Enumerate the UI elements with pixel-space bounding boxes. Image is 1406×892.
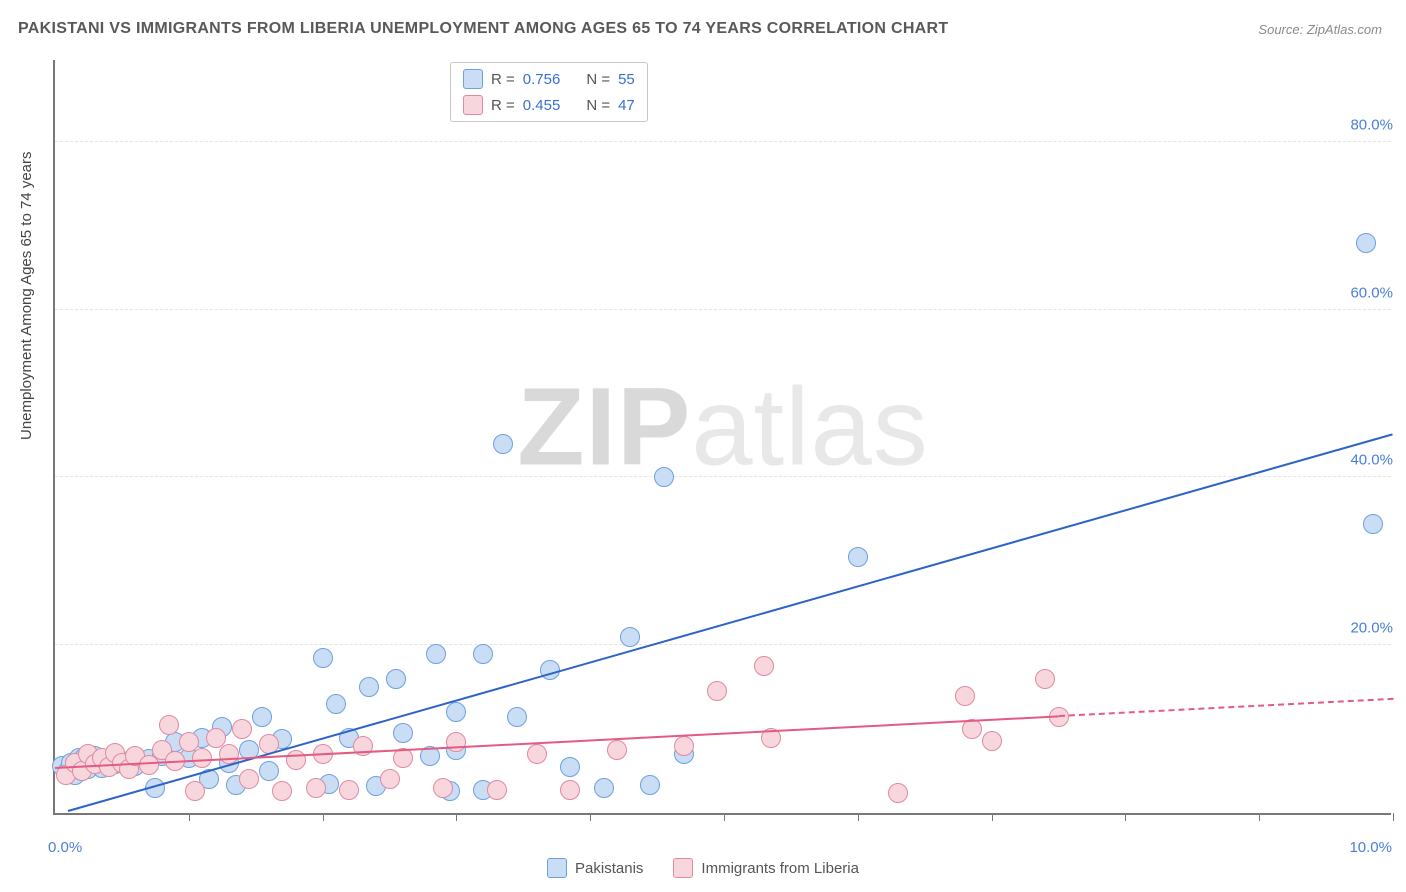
- r-value: 0.756: [523, 71, 561, 88]
- data-point: [955, 686, 975, 706]
- data-point: [560, 757, 580, 777]
- r-value: 0.455: [523, 97, 561, 114]
- x-tick-mark: [724, 813, 725, 821]
- data-point: [607, 740, 627, 760]
- x-tick-mark: [323, 813, 324, 821]
- gridline: [55, 476, 1391, 477]
- data-point: [848, 547, 868, 567]
- data-point: [487, 780, 507, 800]
- source-attribution: Source: ZipAtlas.com: [1258, 22, 1382, 37]
- data-point: [640, 775, 660, 795]
- legend-swatch: [673, 858, 693, 878]
- data-point: [259, 761, 279, 781]
- data-point: [754, 656, 774, 676]
- r-label: R =: [491, 97, 515, 114]
- series-legend: Pakistanis Immigrants from Liberia: [0, 858, 1406, 878]
- data-point: [888, 783, 908, 803]
- data-point: [1356, 233, 1376, 253]
- legend-swatch: [463, 69, 483, 89]
- data-point: [339, 780, 359, 800]
- chart-title: PAKISTANI VS IMMIGRANTS FROM LIBERIA UNE…: [18, 20, 948, 38]
- r-label: R =: [491, 71, 515, 88]
- data-point: [386, 669, 406, 689]
- legend-item: Pakistanis: [547, 858, 643, 878]
- data-point: [446, 702, 466, 722]
- legend-label: Pakistanis: [575, 860, 643, 877]
- data-point: [1363, 514, 1383, 534]
- data-point: [674, 736, 694, 756]
- data-point: [206, 728, 226, 748]
- watermark-light: atlas: [691, 365, 928, 488]
- source-label: Source:: [1258, 22, 1303, 37]
- x-tick-mark: [189, 813, 190, 821]
- source-value: ZipAtlas.com: [1307, 22, 1382, 37]
- n-value: 47: [618, 97, 635, 114]
- data-point: [433, 778, 453, 798]
- x-tick-mark: [992, 813, 993, 821]
- gridline: [55, 309, 1391, 310]
- y-tick-label: 60.0%: [1346, 284, 1393, 301]
- data-point: [286, 750, 306, 770]
- x-tick-label: 10.0%: [1349, 839, 1392, 856]
- x-tick-label: 0.0%: [48, 839, 82, 856]
- y-tick-label: 80.0%: [1346, 116, 1393, 133]
- data-point: [393, 748, 413, 768]
- data-point: [982, 731, 1002, 751]
- n-value: 55: [618, 71, 635, 88]
- x-tick-mark: [456, 813, 457, 821]
- x-tick-mark: [1125, 813, 1126, 821]
- data-point: [620, 627, 640, 647]
- watermark: ZIPatlas: [517, 363, 928, 490]
- data-point: [252, 707, 272, 727]
- gridline: [55, 141, 1391, 142]
- x-tick-mark: [1393, 813, 1394, 821]
- data-point: [426, 644, 446, 664]
- data-point: [393, 723, 413, 743]
- data-point: [560, 780, 580, 800]
- legend-label: Immigrants from Liberia: [701, 860, 859, 877]
- chart-container: PAKISTANI VS IMMIGRANTS FROM LIBERIA UNE…: [0, 0, 1406, 892]
- data-point: [527, 744, 547, 764]
- x-tick-mark: [858, 813, 859, 821]
- trend-line: [1058, 698, 1393, 717]
- data-point: [473, 644, 493, 664]
- data-point: [1035, 669, 1055, 689]
- n-label: N =: [586, 97, 610, 114]
- data-point: [185, 781, 205, 801]
- y-tick-label: 40.0%: [1346, 452, 1393, 469]
- data-point: [179, 732, 199, 752]
- data-point: [594, 778, 614, 798]
- data-point: [380, 769, 400, 789]
- y-tick-label: 20.0%: [1346, 620, 1393, 637]
- data-point: [313, 648, 333, 668]
- plot-area: ZIPatlas 20.0% 40.0% 60.0% 80.0%: [53, 60, 1391, 815]
- data-point: [159, 715, 179, 735]
- data-point: [326, 694, 346, 714]
- data-point: [493, 434, 513, 454]
- legend-swatch: [463, 95, 483, 115]
- data-point: [359, 677, 379, 697]
- data-point: [654, 467, 674, 487]
- data-point: [272, 781, 292, 801]
- y-axis-label: Unemployment Among Ages 65 to 74 years: [18, 151, 35, 440]
- data-point: [306, 778, 326, 798]
- legend-row: R = 0.756 N = 55: [463, 69, 635, 89]
- data-point: [239, 769, 259, 789]
- legend-item: Immigrants from Liberia: [673, 858, 859, 878]
- x-tick-mark: [1259, 813, 1260, 821]
- x-tick-mark: [590, 813, 591, 821]
- n-label: N =: [586, 71, 610, 88]
- data-point: [707, 681, 727, 701]
- data-point: [507, 707, 527, 727]
- correlation-legend: R = 0.756 N = 55 R = 0.455 N = 47: [450, 62, 648, 122]
- gridline: [55, 644, 1391, 645]
- legend-row: R = 0.455 N = 47: [463, 95, 635, 115]
- legend-swatch: [547, 858, 567, 878]
- data-point: [232, 719, 252, 739]
